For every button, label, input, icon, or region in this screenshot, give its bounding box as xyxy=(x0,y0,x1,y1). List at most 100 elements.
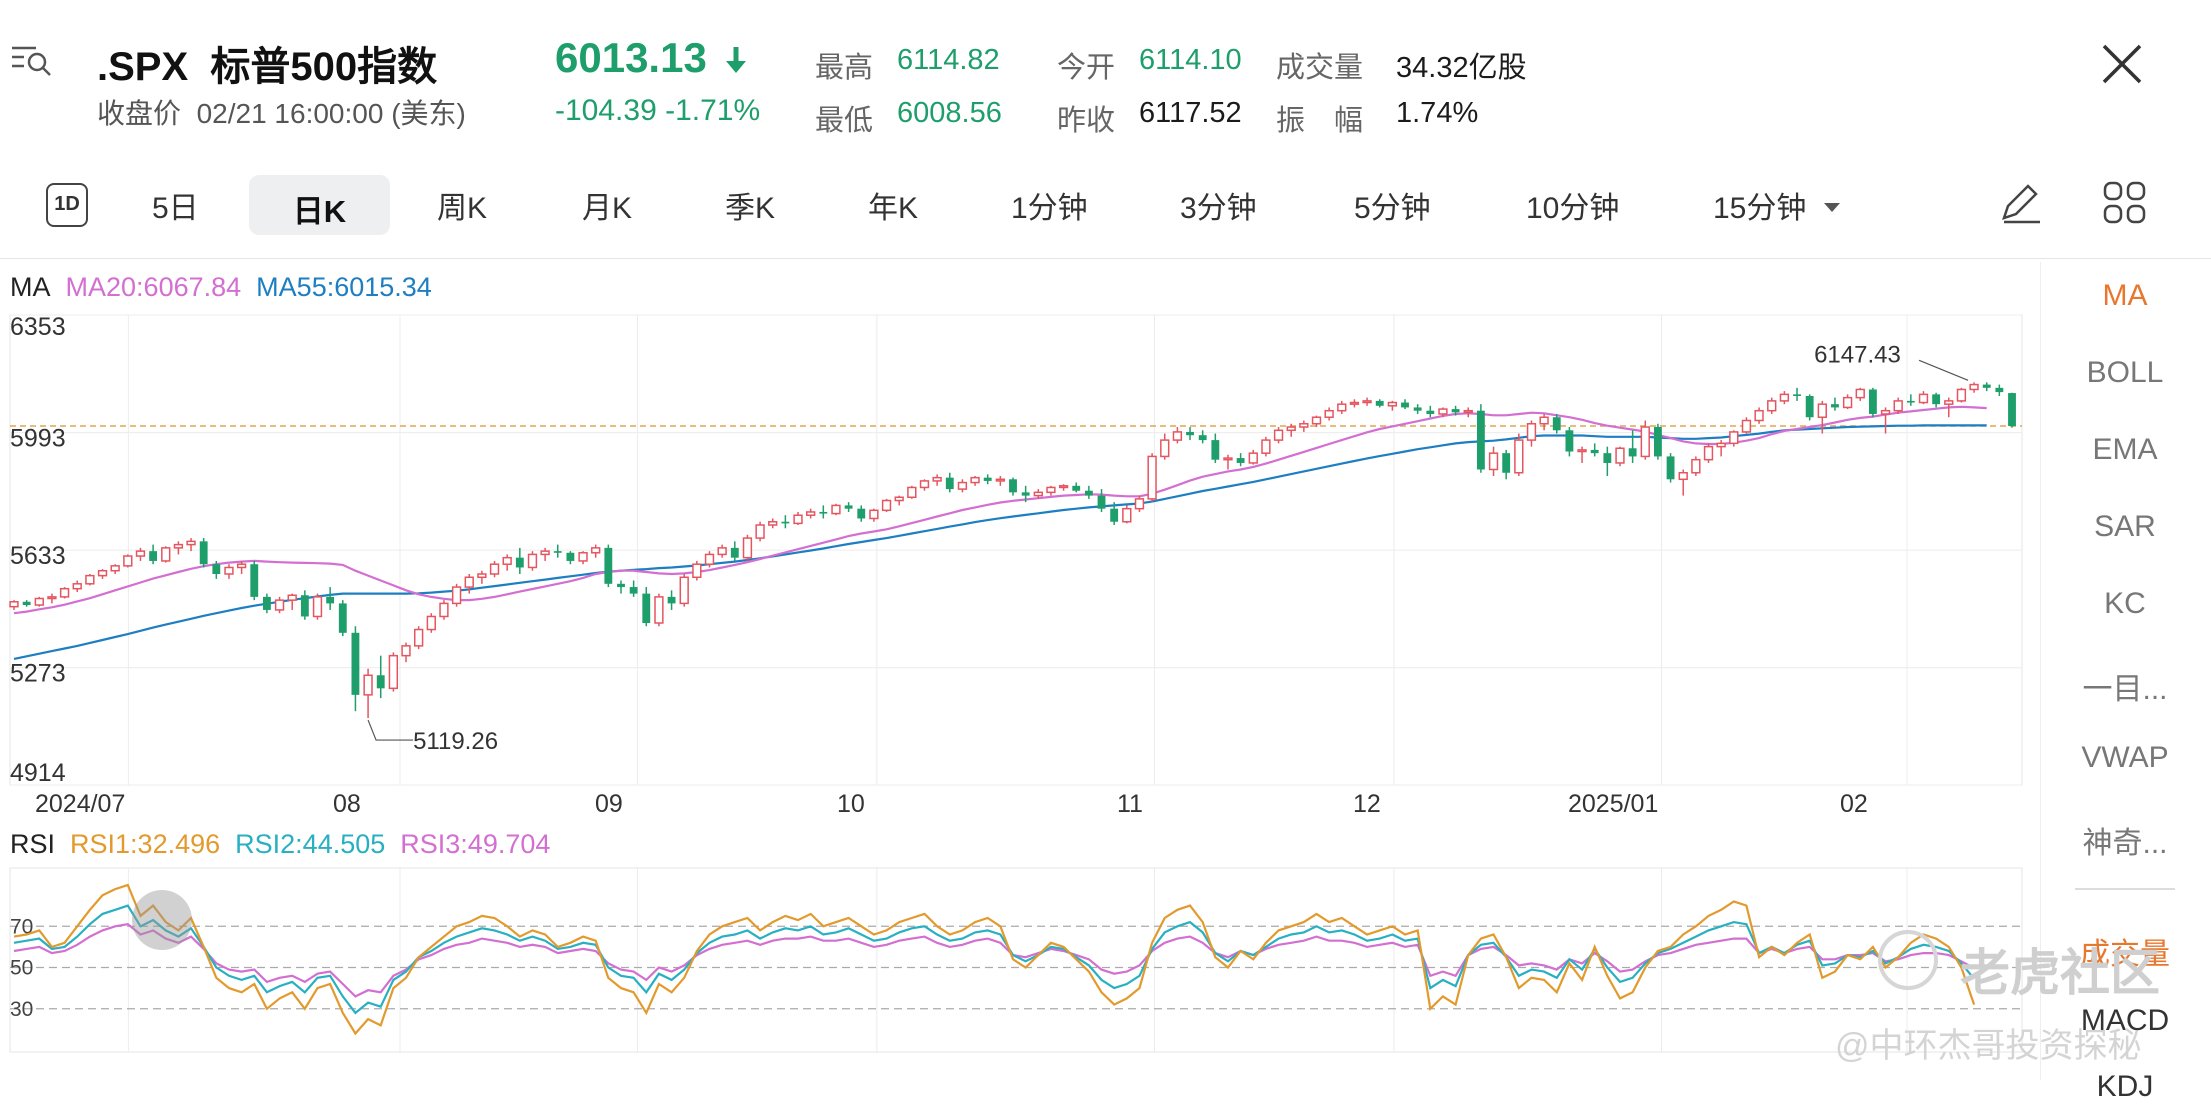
tab-3min[interactable]: 3分钟 xyxy=(1180,192,1257,225)
candle-body-up xyxy=(1539,416,1549,425)
indicator-boll[interactable]: BOLL xyxy=(2086,356,2164,389)
price-tick-label: 4914 xyxy=(10,759,66,787)
candle-body-up xyxy=(793,514,803,525)
candle-body-down xyxy=(1552,417,1561,431)
candle-body-up xyxy=(1918,393,1929,404)
indicator-magic[interactable]: 神奇... xyxy=(2082,827,2168,860)
candle-body-up xyxy=(869,509,879,520)
indicator-sar[interactable]: SAR xyxy=(2094,510,2156,543)
candle-body-up xyxy=(59,587,70,598)
menu-divider xyxy=(2075,888,2175,890)
candle-body-down xyxy=(199,541,208,565)
candle-body-down xyxy=(1236,458,1245,463)
candle-body-up xyxy=(957,481,968,490)
indicator-kc[interactable]: KC xyxy=(2104,587,2146,620)
ma-legend: MA MA20:6067.84 MA55:6015.34 xyxy=(10,272,432,303)
price-tick-label: 5633 xyxy=(10,542,66,570)
amplitude-label: 振 幅 xyxy=(1276,105,1364,137)
candle-body-up xyxy=(1969,383,1979,391)
candle-body-up xyxy=(755,524,765,539)
grid-layout-icon[interactable] xyxy=(2102,180,2148,226)
candle-body-up xyxy=(1817,403,1827,418)
tab-5d[interactable]: 5日 xyxy=(152,192,199,225)
candle-body-down xyxy=(300,595,309,617)
candle-body-down xyxy=(1906,400,1915,403)
indicator-ema[interactable]: EMA xyxy=(2092,433,2158,466)
tab-1min[interactable]: 1分钟 xyxy=(1011,192,1088,225)
tab-10min[interactable]: 10分钟 xyxy=(1526,192,1620,225)
candle-body-up xyxy=(1880,409,1891,415)
tiger-logo-icon xyxy=(1878,930,1938,990)
indicator-volume[interactable]: 成交量 xyxy=(2080,938,2170,971)
high-value: 6114.82 xyxy=(897,44,1000,76)
candle-body-down xyxy=(857,508,866,519)
open-label: 今开 xyxy=(1057,52,1116,84)
touch-cursor xyxy=(132,890,192,950)
stock-title: .SPX 标普500指数 xyxy=(97,34,437,92)
candle-body-up xyxy=(34,597,44,606)
time-tick-label: 12 xyxy=(1353,790,1381,818)
candle-body-down xyxy=(1198,435,1207,441)
indicator-ichimoku[interactable]: 一目... xyxy=(2082,673,2168,706)
candle-body-up xyxy=(932,476,942,482)
candle-body-up xyxy=(224,566,234,575)
time-tick-label: 11 xyxy=(1117,790,1143,818)
candle-body-up xyxy=(502,556,512,565)
candle-body-up xyxy=(1058,485,1069,489)
rsi3-value: RSI3:49.704 xyxy=(400,829,551,859)
timestamp: 02/21 16:00:00 (美东) xyxy=(196,98,466,129)
candle-body-down xyxy=(617,583,625,588)
close-icon[interactable] xyxy=(2100,42,2144,86)
candle-body-up xyxy=(1286,426,1296,432)
price-chart[interactable]: 6353 5993 5633 5273 4914 2024/07 08 09 10 11 12 202… xyxy=(0,300,2040,1080)
tab-monthly-k[interactable]: 月K xyxy=(582,192,633,225)
watermark-brand: 老虎社区 xyxy=(1960,945,2160,1001)
candle-body-up xyxy=(489,563,500,575)
volume-label: 成交量 xyxy=(1276,52,1364,84)
price-tick-label: 5273 xyxy=(10,660,66,688)
candle-body-up xyxy=(1273,429,1284,441)
candle-body-up xyxy=(970,476,980,484)
indicator-macd[interactable]: MACD xyxy=(2080,1004,2170,1037)
candle-body-up xyxy=(1147,455,1157,500)
candle-body-up xyxy=(85,574,95,585)
tab-yearly-k[interactable]: 年K xyxy=(868,192,919,225)
tab-daily-k[interactable]: 日K xyxy=(292,194,347,229)
indicator-ma[interactable]: MA xyxy=(2102,279,2148,312)
candle-body-down xyxy=(1072,485,1081,491)
menu-search-icon[interactable] xyxy=(10,38,52,80)
low-value: 6008.56 xyxy=(897,97,1002,129)
candle-body-up xyxy=(312,596,323,618)
tab-15min[interactable]: 15分钟 xyxy=(1713,192,1807,225)
rsi1-value: RSI1:32.496 xyxy=(70,829,221,859)
indicator-kdj[interactable]: KDJ xyxy=(2096,1070,2154,1103)
candle-body-down xyxy=(1590,449,1599,454)
max-annotation-leader xyxy=(1918,359,1969,381)
rsi2-line xyxy=(13,904,1975,1015)
candle-body-up xyxy=(717,547,727,556)
tab-weekly-k[interactable]: 周K xyxy=(437,192,488,225)
watermark-author: @中环杰哥投资探秘 xyxy=(1835,1027,2142,1065)
period-1d-icon[interactable]: 1D xyxy=(46,183,88,227)
candle-body-up xyxy=(236,563,247,569)
candle-body-up xyxy=(831,504,841,515)
candle-body-down xyxy=(1995,387,2004,393)
candle-body-down xyxy=(730,547,739,558)
indicator-vwap[interactable]: VWAP xyxy=(2081,741,2169,774)
candle-body-down xyxy=(22,601,31,606)
rsi-panel-frame xyxy=(9,867,2023,1053)
candle-body-down xyxy=(604,547,613,584)
ma55-line xyxy=(13,424,1987,660)
candle-body-up xyxy=(1577,449,1587,453)
ma20-value: MA20:6067.84 xyxy=(65,272,242,302)
candle-body-up xyxy=(1134,498,1145,510)
candle-body-down xyxy=(1211,440,1220,460)
chevron-down-icon[interactable] xyxy=(1824,200,1840,218)
pen-draw-icon[interactable] xyxy=(1996,178,2046,228)
tab-quarterly-k[interactable]: 季K xyxy=(725,192,776,225)
period-1d-label: 1D xyxy=(54,193,80,215)
candle-body-up xyxy=(806,511,816,516)
tab-5min[interactable]: 5分钟 xyxy=(1354,192,1431,225)
candle-body-up xyxy=(426,615,436,631)
candle-body-up xyxy=(464,576,474,588)
